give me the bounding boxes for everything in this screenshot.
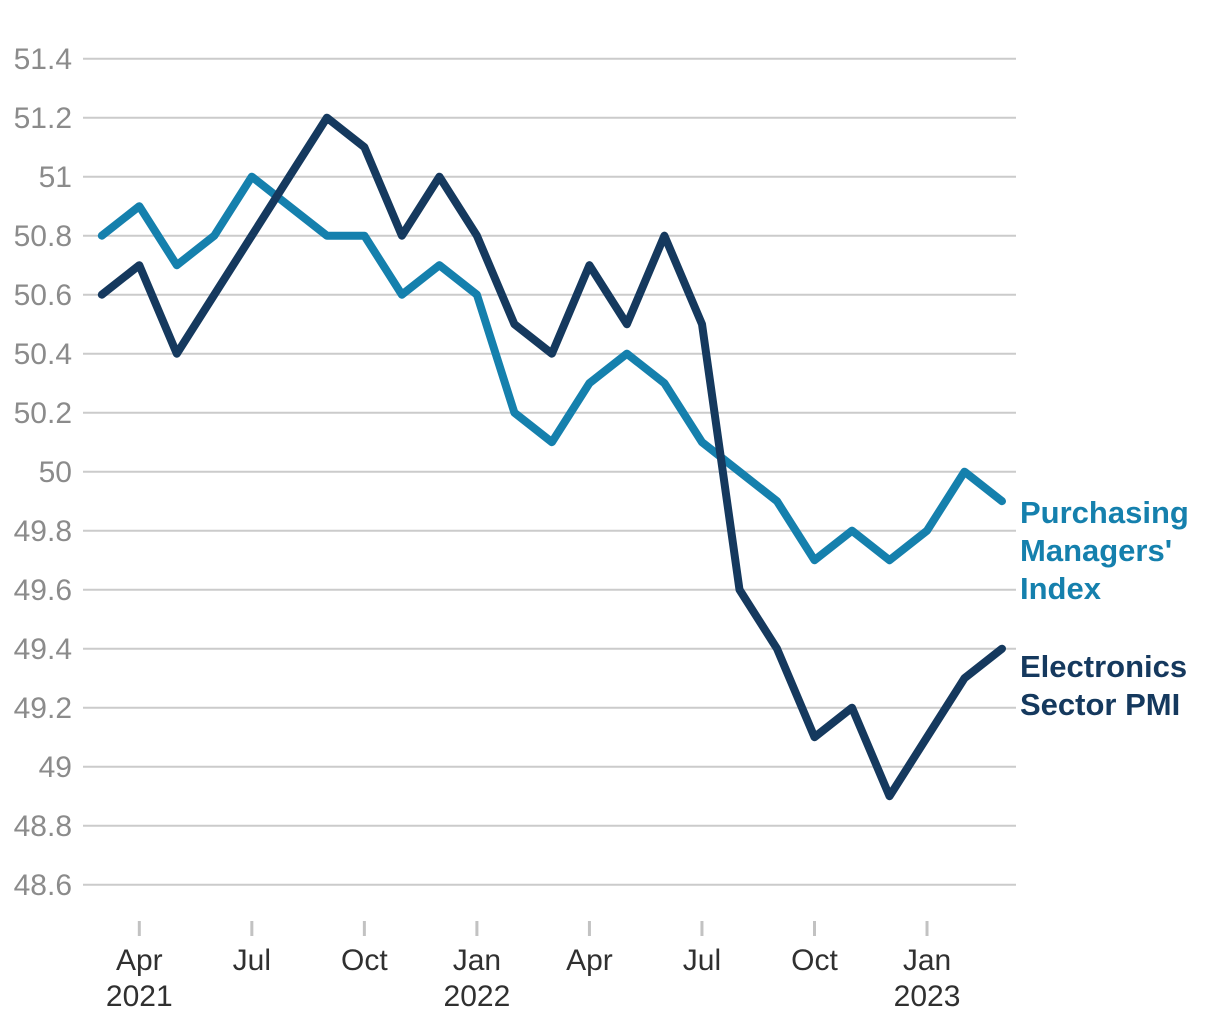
x-axis-label: Apr <box>116 944 163 977</box>
y-axis-tick-label: 50.2 <box>14 397 72 430</box>
x-axis-label: Jan <box>453 944 501 977</box>
y-axis-tick-label: 49.2 <box>14 692 72 725</box>
series-label-purchasing-managers-index: Purchasing Managers' Index <box>1020 495 1189 606</box>
y-axis-tick-label: 51 <box>39 161 72 194</box>
y-axis-tick-label: 50.4 <box>14 338 72 371</box>
y-axis-tick-label: 49.6 <box>14 574 72 607</box>
x-axis-label: Jul <box>683 944 721 977</box>
series-line-electronics-sector-pmi <box>97 113 1006 801</box>
x-axis-label: Jan <box>903 944 951 977</box>
x-axis-year-label: 2022 <box>444 980 511 1013</box>
y-axis-tick-label: 49 <box>39 751 72 784</box>
x-axis-label: Apr <box>566 944 613 977</box>
y-axis-tick-label: 50.6 <box>14 279 72 312</box>
y-axis-tick-label: 50.8 <box>14 220 72 253</box>
y-axis-tick-label: 48.6 <box>14 869 72 902</box>
series-group <box>97 113 1006 801</box>
y-axis-tick-label: 51.4 <box>14 43 72 76</box>
y-axis: 51.4 51.2 51 50.8 50.6 50.4 50.2 50 49.8 49.6 49.4… <box>14 43 72 902</box>
y-axis-tick-label: 49.4 <box>14 633 72 666</box>
y-axis-tick-label: 51.2 <box>14 102 72 135</box>
x-axis-year-label: 2023 <box>894 980 961 1013</box>
x-axis-label: Oct <box>791 944 838 977</box>
x-axis-year-label: 2021 <box>106 980 173 1013</box>
y-axis-tick-label: 50 <box>39 456 72 489</box>
x-axis-label: Oct <box>341 944 388 977</box>
y-axis-tick-label: 48.8 <box>14 810 72 843</box>
series-line-purchasing-managers-index <box>97 172 1006 565</box>
x-axis-label: Jul <box>233 944 271 977</box>
series-label-electronics-sector-pmi: Electronics Sector PMI <box>1020 649 1188 722</box>
y-axis-tick-label: 49.8 <box>14 515 72 548</box>
